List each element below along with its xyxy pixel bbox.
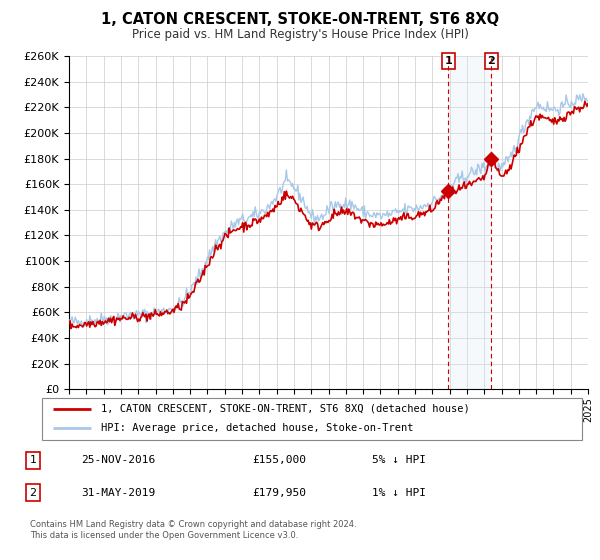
Text: 1% ↓ HPI: 1% ↓ HPI bbox=[372, 488, 426, 498]
Text: 25-NOV-2016: 25-NOV-2016 bbox=[81, 455, 155, 465]
Text: 1: 1 bbox=[29, 455, 37, 465]
Text: £179,950: £179,950 bbox=[252, 488, 306, 498]
Text: £155,000: £155,000 bbox=[252, 455, 306, 465]
Text: 31-MAY-2019: 31-MAY-2019 bbox=[81, 488, 155, 498]
Text: 5% ↓ HPI: 5% ↓ HPI bbox=[372, 455, 426, 465]
Text: HPI: Average price, detached house, Stoke-on-Trent: HPI: Average price, detached house, Stok… bbox=[101, 423, 414, 433]
Text: 1, CATON CRESCENT, STOKE-ON-TRENT, ST6 8XQ (detached house): 1, CATON CRESCENT, STOKE-ON-TRENT, ST6 8… bbox=[101, 404, 470, 414]
Text: 2: 2 bbox=[29, 488, 37, 498]
Bar bbox=[448, 56, 491, 389]
Text: Contains HM Land Registry data © Crown copyright and database right 2024.: Contains HM Land Registry data © Crown c… bbox=[30, 520, 356, 529]
Text: This data is licensed under the Open Government Licence v3.0.: This data is licensed under the Open Gov… bbox=[30, 531, 298, 540]
FancyBboxPatch shape bbox=[42, 398, 582, 440]
Text: Price paid vs. HM Land Registry's House Price Index (HPI): Price paid vs. HM Land Registry's House … bbox=[131, 28, 469, 41]
Text: 2: 2 bbox=[488, 56, 496, 66]
Text: 1, CATON CRESCENT, STOKE-ON-TRENT, ST6 8XQ: 1, CATON CRESCENT, STOKE-ON-TRENT, ST6 8… bbox=[101, 12, 499, 27]
Text: 1: 1 bbox=[445, 56, 452, 66]
